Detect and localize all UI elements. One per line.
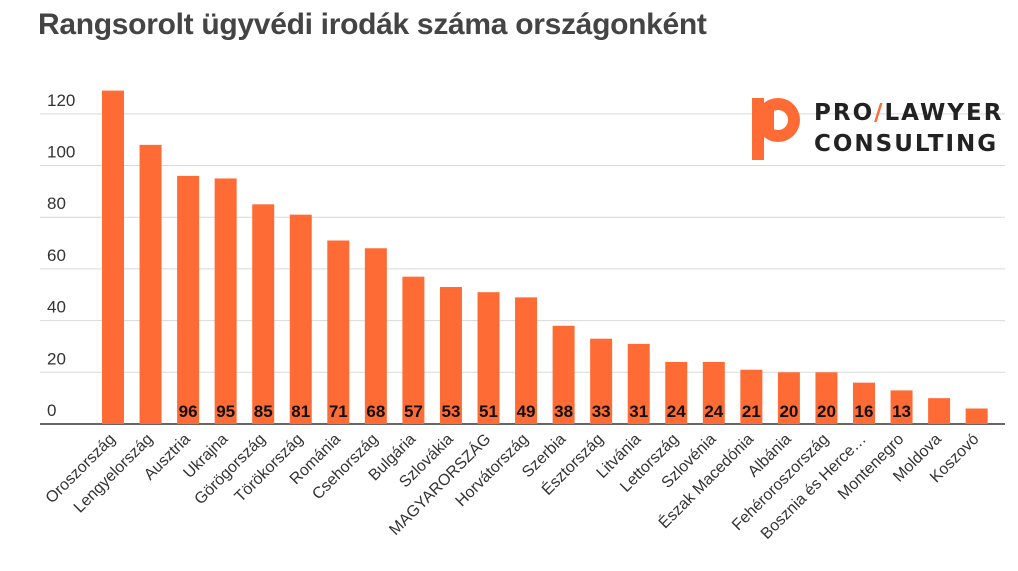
bar <box>627 343 650 424</box>
y-tick-label: 120 <box>47 91 75 110</box>
bar <box>890 390 913 424</box>
bar <box>965 408 988 424</box>
data-label: 16 <box>855 402 874 421</box>
bar <box>439 287 462 424</box>
bar <box>740 369 763 424</box>
data-label: 20 <box>779 402 798 421</box>
data-label: 31 <box>629 402 648 421</box>
y-tick-label: 100 <box>47 143 75 162</box>
data-label: 57 <box>404 402 423 421</box>
logo-slash: / <box>874 100 885 126</box>
logo-text-line2: CONSULTING <box>814 131 999 157</box>
data-label: 68 <box>366 402 385 421</box>
data-label: 20 <box>817 402 836 421</box>
bar <box>402 276 425 424</box>
logo-lawyer: LAWYER <box>884 100 1004 126</box>
pro-lawyer-logo: PRO/LAWYER CONSULTING <box>752 98 1010 162</box>
data-label: 95 <box>216 402 235 421</box>
data-label: 51 <box>479 402 498 421</box>
bar <box>252 204 275 424</box>
data-label: 13 <box>892 402 911 421</box>
chart-title: Rangsorolt ügyvédi irodák száma országon… <box>38 8 707 41</box>
data-label: 85 <box>254 402 273 421</box>
data-label: 96 <box>179 402 198 421</box>
y-tick-label: 0 <box>47 401 56 420</box>
bar <box>515 297 538 424</box>
logo-p-icon <box>752 98 800 160</box>
bar <box>289 214 312 424</box>
y-tick-label: 20 <box>47 349 66 368</box>
bar <box>327 240 350 424</box>
bar <box>777 372 800 424</box>
data-label: 24 <box>667 402 686 421</box>
bar <box>177 175 200 424</box>
y-tick-label: 80 <box>47 194 66 213</box>
data-label: 38 <box>554 402 573 421</box>
data-label: 71 <box>329 402 348 421</box>
bar <box>590 338 613 424</box>
bar <box>552 325 575 424</box>
y-tick-label: 40 <box>47 298 66 317</box>
bar <box>815 372 838 424</box>
data-label: 33 <box>592 402 611 421</box>
bar <box>702 361 725 424</box>
logo-pro: PRO <box>814 100 875 126</box>
data-label: 53 <box>441 402 460 421</box>
bar <box>139 144 162 424</box>
bar <box>665 361 688 424</box>
y-tick-label: 60 <box>47 246 66 265</box>
logo-text-line1: PRO/LAWYER <box>814 100 1003 126</box>
bar <box>364 248 387 424</box>
bar <box>853 382 875 424</box>
data-label: 21 <box>742 402 761 421</box>
data-label: 49 <box>517 402 536 421</box>
bar <box>477 292 500 424</box>
bar <box>928 398 951 424</box>
bar <box>102 90 124 424</box>
bar <box>214 178 237 424</box>
data-label: 24 <box>704 402 723 421</box>
data-label: 81 <box>291 402 310 421</box>
